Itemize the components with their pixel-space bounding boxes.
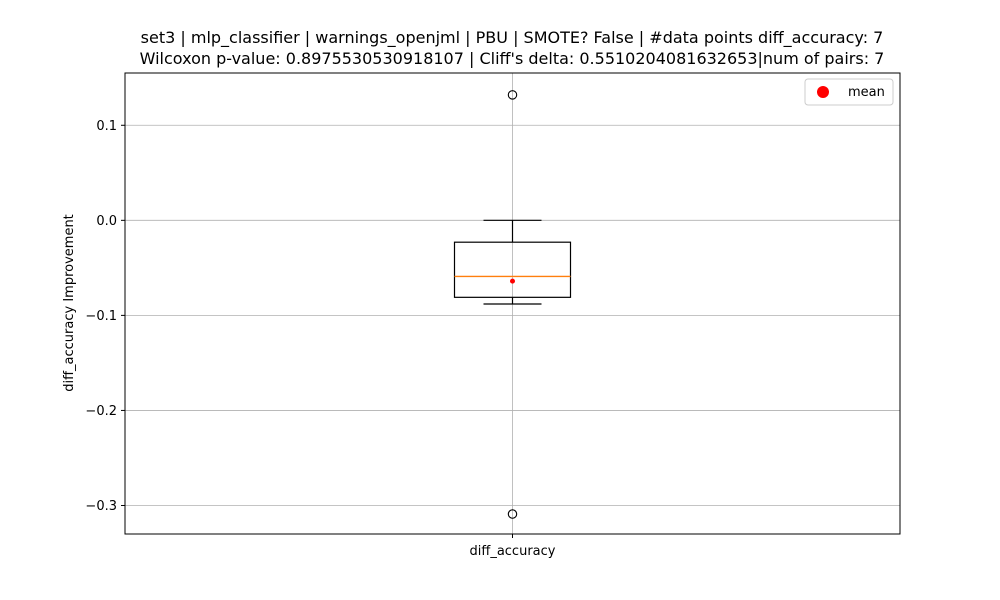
chart-title-line-2: Wilcoxon p-value: 0.8975530530918107 | C… bbox=[140, 49, 885, 68]
iqr-box bbox=[453, 241, 572, 298]
outlier-point bbox=[507, 90, 518, 100]
mean-marker bbox=[510, 278, 515, 284]
y-axis-label: diff_accuracy Improvement bbox=[62, 214, 77, 392]
y-tick-label: 0.0 bbox=[96, 214, 117, 229]
y-tick-label: −0.2 bbox=[85, 404, 117, 419]
legend-frame bbox=[804, 78, 894, 106]
outlier-point bbox=[507, 509, 518, 519]
legend-mean-label: mean bbox=[848, 85, 885, 100]
y-tick-label: 0.1 bbox=[96, 119, 117, 134]
y-tick-label: −0.1 bbox=[85, 309, 117, 324]
y-tick-label: −0.3 bbox=[85, 499, 117, 514]
legend: mean bbox=[804, 78, 894, 106]
x-tick-label: diff_accuracy bbox=[470, 544, 556, 559]
y-axis: 0.1 0.0 −0.1 −0.2 −0.3 bbox=[85, 119, 125, 514]
x-axis: diff_accuracy bbox=[470, 534, 556, 559]
legend-mean-marker bbox=[817, 86, 829, 98]
plot-area bbox=[453, 90, 572, 519]
chart-title-line-1: set3 | mlp_classifier | warnings_openjml… bbox=[141, 28, 884, 48]
